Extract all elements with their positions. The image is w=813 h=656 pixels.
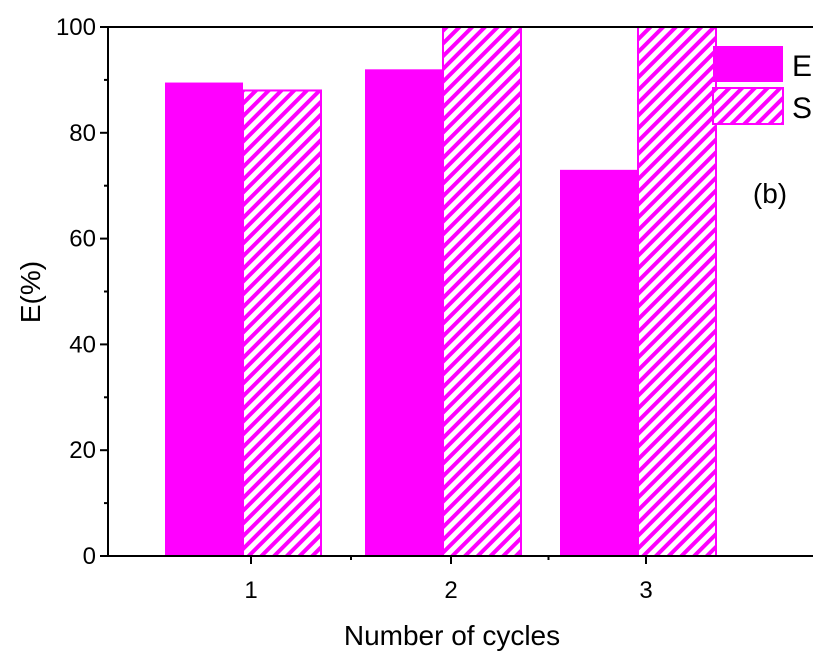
bar-s-1 xyxy=(242,89,322,557)
legend: ES xyxy=(712,46,812,125)
axes-layer: 0 20 40 60 80 100 1 2 3 xyxy=(56,14,813,604)
y-tick-label: 60 xyxy=(69,226,96,253)
y-tick-label: 80 xyxy=(69,120,96,147)
legend-swatch-s xyxy=(712,87,784,125)
legend-label-s: S xyxy=(792,92,812,125)
bar-e-2 xyxy=(365,69,443,556)
x-tick-label: 3 xyxy=(639,577,652,604)
bar-s-3 xyxy=(637,26,717,557)
x-axis-title: Number of cycles xyxy=(344,620,560,651)
bar-s-2 xyxy=(442,26,522,557)
bar-e-1 xyxy=(165,82,243,557)
bars-layer xyxy=(165,26,717,557)
legend-label-e: E xyxy=(792,50,812,83)
bar-e-3 xyxy=(560,169,638,556)
x-tick-label: 1 xyxy=(244,577,257,604)
y-tick-label: 0 xyxy=(83,543,96,570)
y-tick-label: 100 xyxy=(56,14,96,41)
panel-label: (b) xyxy=(753,178,787,209)
legend-swatch-e xyxy=(713,46,783,82)
y-tick-label: 40 xyxy=(69,331,96,358)
y-tick-label: 20 xyxy=(69,437,96,464)
y-axis-title: E(%) xyxy=(15,261,46,323)
x-tick-label: 2 xyxy=(444,577,457,604)
